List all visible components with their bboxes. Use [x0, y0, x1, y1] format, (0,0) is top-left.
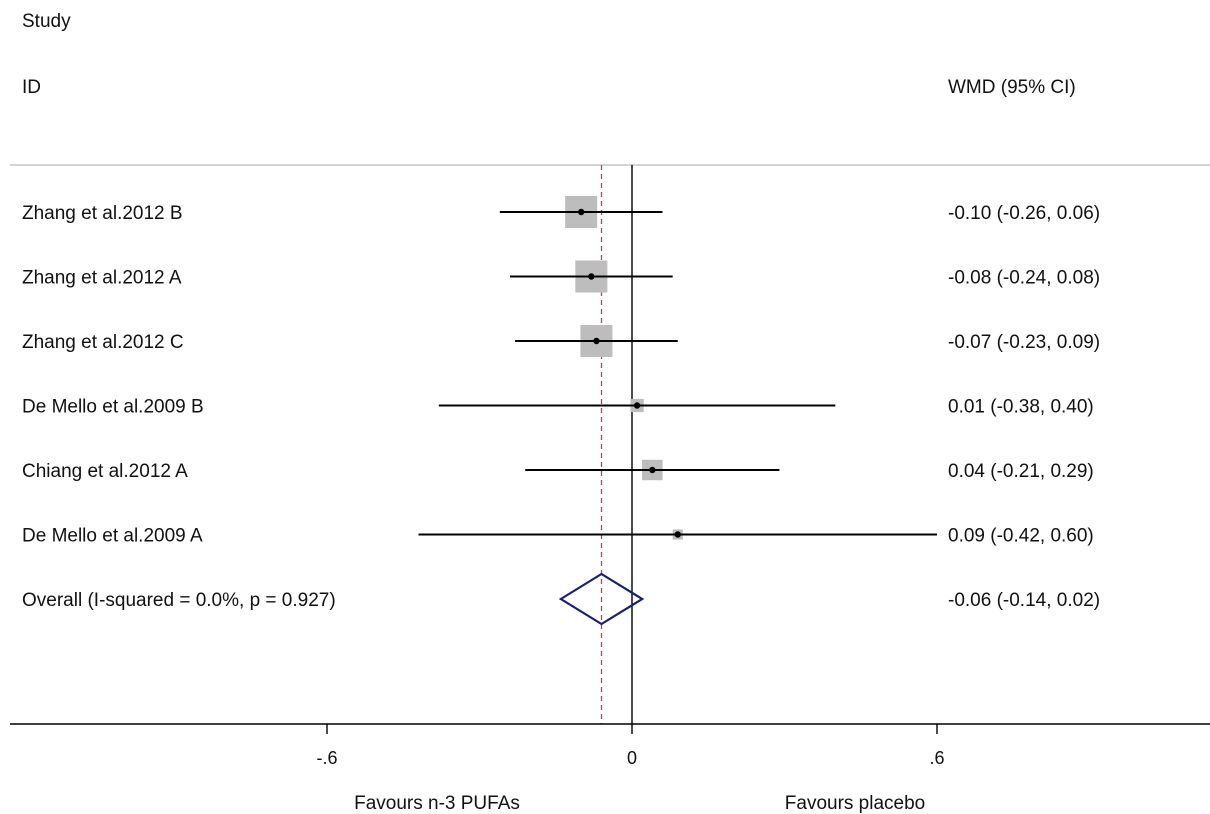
study-effect-text: 0.01 (-0.38, 0.40): [948, 397, 1094, 418]
x-axis: -.6 0 .6: [10, 723, 1210, 768]
study-label: De Mello et al.2009 A: [22, 526, 203, 547]
study-point-estimate: [588, 273, 595, 280]
study-point-estimate: [674, 531, 681, 538]
favours-left-label: Favours n-3 PUFAs: [354, 793, 520, 814]
study-point-estimate: [593, 337, 600, 345]
study-point-estimate: [633, 402, 641, 409]
study-label: De Mello et al.2009 B: [22, 397, 204, 418]
x-tick-label: .6: [929, 748, 944, 768]
study-label: Zhang et al.2012 A: [22, 268, 182, 289]
overall-diamond: [558, 572, 645, 626]
overall-label: Overall (I-squared = 0.0%, p = 0.927): [22, 590, 336, 611]
favours-right-label: Favours placebo: [785, 793, 925, 814]
study-point-estimate: [649, 466, 656, 474]
x-tick-label: -.6: [316, 748, 337, 768]
study-effect-text: 0.09 (-0.42, 0.60): [948, 526, 1094, 547]
study-effect-text: -0.07 (-0.23, 0.09): [948, 332, 1100, 353]
header-study: Study: [22, 11, 71, 32]
study-effect-text: -0.10 (-0.26, 0.06): [948, 203, 1100, 224]
study-label: Zhang et al.2012 B: [22, 203, 183, 224]
header-id: ID: [22, 77, 41, 98]
study-effect-text: 0.04 (-0.21, 0.29): [948, 461, 1094, 482]
study-rows: Zhang et al.2012 B -0.10 (-0.26, 0.06) Zha…: [22, 165, 1100, 724]
study-label: Chiang et al.2012 A: [22, 461, 188, 482]
study-label: Zhang et al.2012 C: [22, 332, 184, 353]
x-tick-label: 0: [627, 748, 637, 768]
study-effect-text: -0.08 (-0.24, 0.08): [948, 268, 1100, 289]
overall-effect-text: -0.06 (-0.14, 0.02): [948, 590, 1100, 611]
header-effect: WMD (95% CI): [948, 77, 1076, 98]
study-point-estimate: [577, 208, 585, 216]
